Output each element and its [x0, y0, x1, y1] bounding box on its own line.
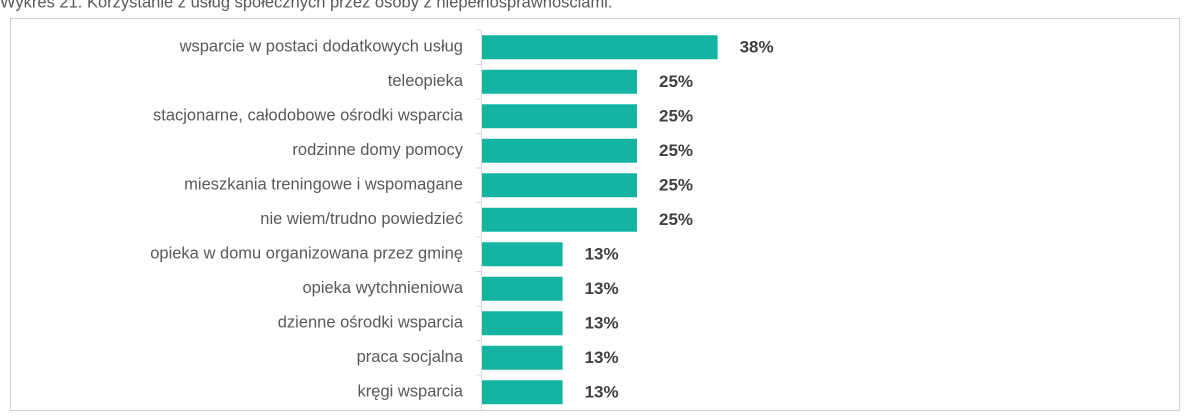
category-label: opieka w domu organizowana przez gminę: [150, 245, 463, 263]
category-label: rodzinne domy pomocy: [292, 141, 463, 159]
value-label: 13%: [585, 348, 619, 367]
chart-border: [10, 18, 1180, 411]
value-label: 38%: [740, 38, 774, 57]
category-label: stacjonarne, całodobowe ośrodki wsparcia: [153, 107, 464, 125]
value-label: 13%: [585, 279, 619, 298]
category-label: teleopieka: [388, 72, 464, 90]
bar: [482, 345, 563, 370]
category-label: mieszkania treningowe i wspomagane: [184, 176, 463, 194]
value-label: 25%: [659, 176, 693, 195]
category-label: opieka wytchnieniowa: [302, 279, 463, 297]
value-label: 13%: [585, 383, 619, 402]
bar: [482, 35, 718, 60]
category-label: kręgi wsparcia: [358, 383, 464, 401]
chart-title: Wykres 21. Korzystanie z usług społeczny…: [0, 0, 612, 11]
category-label: dzienne ośrodki wsparcia: [278, 314, 464, 332]
value-label: 25%: [659, 72, 693, 91]
value-label: 13%: [585, 245, 619, 264]
bar: [482, 380, 563, 405]
category-label: wsparcie w postaci dodatkowych usług: [179, 38, 463, 56]
bar: [482, 242, 563, 267]
bar: [482, 207, 637, 232]
value-label: 25%: [659, 141, 693, 160]
category-label: nie wiem/trudno powiedzieć: [260, 210, 463, 228]
value-label: 25%: [659, 107, 693, 126]
bar: [482, 138, 637, 163]
value-label: 25%: [659, 210, 693, 229]
bar: [482, 311, 563, 336]
bar: [482, 69, 637, 94]
bar: [482, 276, 563, 301]
bar: [482, 104, 637, 129]
value-label: 13%: [585, 314, 619, 333]
bar: [482, 173, 637, 198]
category-label: praca socjalna: [357, 348, 464, 366]
